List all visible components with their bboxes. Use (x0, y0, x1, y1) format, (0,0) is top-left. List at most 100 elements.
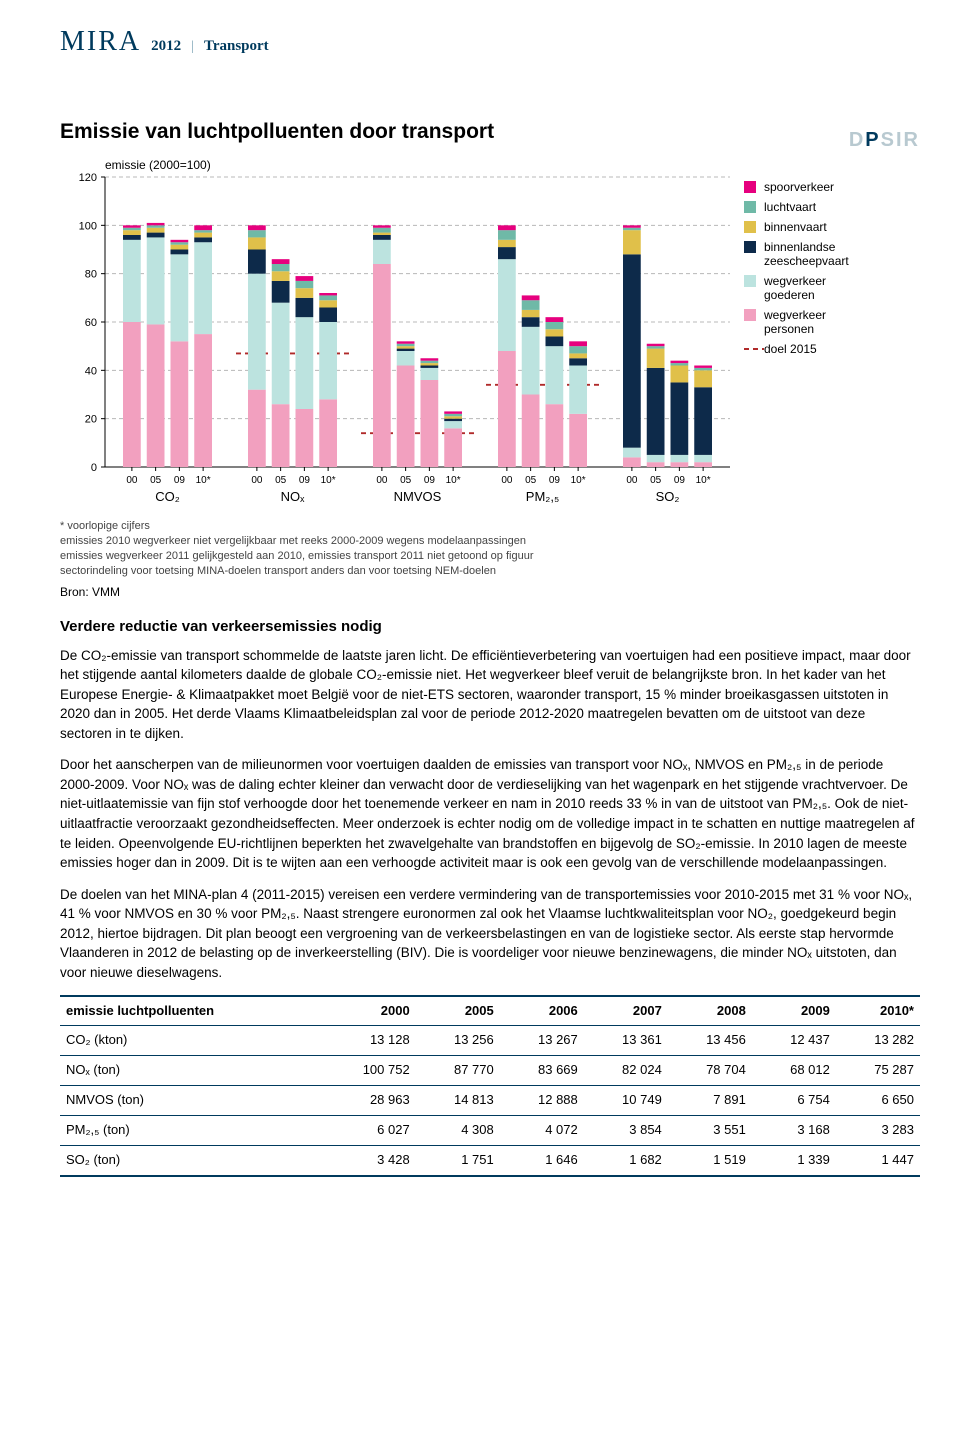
table-row: PM₂,₅ (ton)6 0274 3084 0723 8543 5513 16… (60, 1115, 920, 1145)
table-cell: 82 024 (584, 1056, 668, 1086)
table-cell: 6 650 (836, 1086, 920, 1116)
svg-text:goederen: goederen (764, 288, 815, 302)
svg-text:09: 09 (299, 475, 311, 486)
svg-text:luchtvaart: luchtvaart (764, 200, 817, 214)
svg-text:05: 05 (150, 475, 162, 486)
table-cell: 13 267 (500, 1026, 584, 1056)
svg-text:doel 2015: doel 2015 (764, 342, 817, 356)
svg-text:120: 120 (79, 172, 97, 184)
table-header: emissie luchtpolluenten (60, 996, 320, 1026)
svg-text:100: 100 (79, 220, 97, 232)
table-header: 2007 (584, 996, 668, 1026)
svg-text:09: 09 (174, 475, 186, 486)
table-cell: 10 749 (584, 1086, 668, 1116)
table-row-label: NMVOS (ton) (60, 1086, 320, 1116)
table-header: 2005 (416, 996, 500, 1026)
page-title: Emissie van luchtpolluenten door transpo… (60, 117, 494, 147)
svg-text:binnenlandse: binnenlandse (764, 240, 836, 254)
chart-container: emissie (2000=100)0204060801001200005091… (60, 155, 920, 515)
svg-text:SO₂: SO₂ (656, 489, 680, 504)
svg-text:zeescheepvaart: zeescheepvaart (764, 254, 849, 268)
table-cell: 3 283 (836, 1115, 920, 1145)
table-cell: 12 437 (752, 1026, 836, 1056)
svg-text:10*: 10* (571, 475, 586, 486)
table-cell: 7 891 (668, 1086, 752, 1116)
svg-text:personen: personen (764, 322, 814, 336)
table-row: NOₓ (ton)100 75287 77083 66982 02478 704… (60, 1056, 920, 1086)
svg-text:10*: 10* (321, 475, 336, 486)
emissions-chart: emissie (2000=100)0204060801001200005091… (60, 155, 920, 515)
svg-text:wegverkeer: wegverkeer (763, 308, 826, 322)
table-cell: 3 854 (584, 1115, 668, 1145)
table-cell: 3 168 (752, 1115, 836, 1145)
table-row: CO₂ (kton)13 12813 25613 26713 36113 456… (60, 1026, 920, 1056)
subheading: Verdere reductie van verkeersemissies no… (60, 616, 920, 638)
table-cell: 1 751 (416, 1145, 500, 1175)
table-row-label: PM₂,₅ (ton) (60, 1115, 320, 1145)
table-row-label: CO₂ (kton) (60, 1026, 320, 1056)
svg-text:09: 09 (674, 475, 686, 486)
table-row: SO₂ (ton)3 4281 7511 6461 6821 5191 3391… (60, 1145, 920, 1175)
svg-text:00: 00 (126, 475, 138, 486)
table-cell: 1 339 (752, 1145, 836, 1175)
table-cell: 3 428 (320, 1145, 416, 1175)
paragraph-2: Door het aanscherpen van de milieunormen… (60, 755, 920, 872)
svg-text:05: 05 (275, 475, 287, 486)
svg-text:NOₓ: NOₓ (281, 489, 306, 504)
svg-text:binnenvaart: binnenvaart (764, 220, 827, 234)
running-header: MIRA 2012 | Transport (60, 22, 920, 63)
paragraph-3: De doelen van het MINA-plan 4 (2011-2015… (60, 885, 920, 983)
table-header: 2008 (668, 996, 752, 1026)
table-cell: 13 256 (416, 1026, 500, 1056)
svg-text:80: 80 (85, 269, 97, 281)
table-cell: 13 128 (320, 1026, 416, 1056)
table-cell: 75 287 (836, 1056, 920, 1086)
table-cell: 83 669 (500, 1056, 584, 1086)
table-header: 2000 (320, 996, 416, 1026)
table-cell: 4 072 (500, 1115, 584, 1145)
svg-text:emissie (2000=100): emissie (2000=100) (105, 158, 211, 172)
svg-text:09: 09 (549, 475, 561, 486)
emissions-table: emissie luchtpolluenten20002005200620072… (60, 995, 920, 1177)
table-cell: 13 282 (836, 1026, 920, 1056)
header-year: 2012 (151, 36, 181, 58)
svg-text:10*: 10* (696, 475, 711, 486)
svg-text:PM₂,₅: PM₂,₅ (526, 489, 559, 504)
svg-text:05: 05 (400, 475, 412, 486)
svg-text:05: 05 (650, 475, 662, 486)
table-cell: 78 704 (668, 1056, 752, 1086)
svg-text:00: 00 (626, 475, 638, 486)
svg-text:00: 00 (251, 475, 263, 486)
svg-text:20: 20 (85, 414, 97, 426)
header-mira: MIRA (60, 22, 141, 63)
table-cell: 6 027 (320, 1115, 416, 1145)
svg-text:60: 60 (85, 317, 97, 329)
svg-text:05: 05 (525, 475, 537, 486)
table-cell: 13 361 (584, 1026, 668, 1056)
table-cell: 1 646 (500, 1145, 584, 1175)
table-row-label: NOₓ (ton) (60, 1056, 320, 1086)
table-cell: 87 770 (416, 1056, 500, 1086)
table-cell: 1 682 (584, 1145, 668, 1175)
table-cell: 4 308 (416, 1115, 500, 1145)
svg-text:10*: 10* (196, 475, 211, 486)
table-cell: 68 012 (752, 1056, 836, 1086)
table-cell: 14 813 (416, 1086, 500, 1116)
table-cell: 100 752 (320, 1056, 416, 1086)
svg-text:NMVOS: NMVOS (394, 489, 442, 504)
svg-text:00: 00 (376, 475, 388, 486)
chart-source: Bron: VMM (60, 584, 920, 601)
table-header: 2010* (836, 996, 920, 1026)
chart-footnotes: * voorlopige cijfers emissies 2010 wegve… (60, 519, 920, 578)
svg-text:09: 09 (424, 475, 436, 486)
svg-text:wegverkeer: wegverkeer (763, 274, 826, 288)
paragraph-1: De CO₂-emissie van transport schommelde … (60, 646, 920, 744)
table-cell: 1 519 (668, 1145, 752, 1175)
dpsir-indicator: DPSIR (849, 126, 920, 155)
table-cell: 3 551 (668, 1115, 752, 1145)
svg-text:40: 40 (85, 365, 97, 377)
table-cell: 6 754 (752, 1086, 836, 1116)
table-cell: 28 963 (320, 1086, 416, 1116)
table-row: NMVOS (ton)28 96314 81312 88810 7497 891… (60, 1086, 920, 1116)
table-header: 2009 (752, 996, 836, 1026)
